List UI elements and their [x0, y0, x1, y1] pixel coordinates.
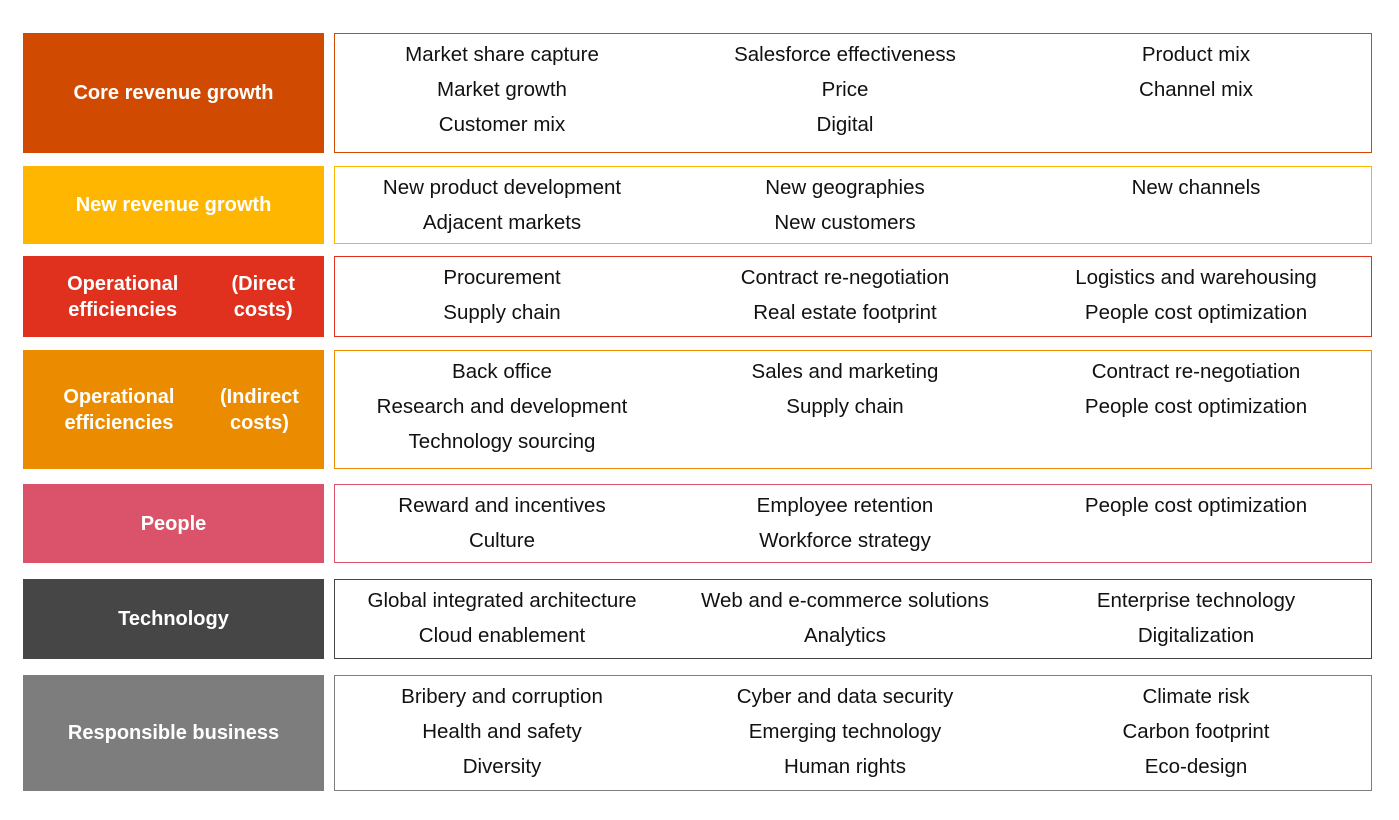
lever-row-operational-efficiencies-direct-costs: Operational efficiencies (Direct costs) Pr…: [23, 256, 1372, 337]
lever-item: New product development: [382, 176, 622, 199]
lever-item: Cloud enablement: [418, 624, 586, 647]
lever-item: Price: [821, 78, 869, 101]
lever-item: Diversity: [462, 755, 542, 778]
lever-item: Cyber and data security: [736, 685, 954, 708]
lever-column: New geographies New customers: [669, 167, 1021, 243]
lever-item: Contract re-negotiation: [740, 266, 950, 289]
category-label: Operational efficiencies (Indirect costs): [23, 350, 324, 469]
lever-item: Supply chain: [443, 301, 561, 324]
lever-item: Procurement: [443, 266, 561, 289]
lever-item: Channel mix: [1139, 78, 1253, 101]
lever-item: Customer mix: [438, 113, 566, 136]
lever-items-box: Reward and incentives Culture Employee ret…: [334, 484, 1372, 563]
lever-item: Carbon footprint: [1122, 720, 1270, 743]
lever-column: Climate risk Carbon footprint Eco-design: [1021, 676, 1371, 790]
lever-row-new-revenue-growth: New revenue growth New product developmen…: [23, 166, 1372, 244]
lever-item: Real estate footprint: [753, 301, 937, 324]
lever-item: Culture: [468, 529, 536, 552]
lever-column: New product development Adjacent markets: [335, 167, 669, 243]
lever-item: Digitalization: [1137, 624, 1255, 647]
lever-row-operational-efficiencies-indirect-costs: Operational efficiencies (Indirect costs)…: [23, 350, 1372, 469]
category-label-line: People: [140, 512, 207, 535]
lever-item: Emerging technology: [748, 720, 942, 743]
lever-items-box: Bribery and corruption Health and safety D…: [334, 675, 1372, 791]
lever-column: Product mix Channel mix: [1021, 34, 1371, 152]
lever-item: Workforce strategy: [759, 529, 931, 552]
category-label: Core revenue growth: [23, 33, 324, 153]
lever-column: Back office Research and development Techn…: [335, 351, 669, 468]
lever-item: Adjacent markets: [422, 211, 582, 234]
lever-item: Logistics and warehousing: [1075, 266, 1317, 289]
category-label: Operational efficiencies (Direct costs): [23, 256, 324, 337]
category-label-line: (Indirect costs): [219, 385, 299, 434]
category-label-line: New revenue growth: [75, 194, 272, 216]
lever-item: Contract re-negotiation: [1091, 360, 1301, 383]
lever-items-box: Procurement Supply chain Contract re-negot…: [334, 256, 1372, 337]
lever-column: Market share capture Market growth Custome…: [335, 34, 669, 152]
lever-items-box: Back office Research and development Techn…: [334, 350, 1372, 469]
category-label-line: Technology: [118, 608, 229, 630]
lever-column: Employee retention Workforce strategy: [669, 485, 1021, 562]
lever-item: New channels: [1131, 176, 1261, 199]
lever-item: New geographies: [765, 176, 925, 199]
lever-column: Sales and marketing Supply chain: [669, 351, 1021, 468]
lever-item: People cost optimization: [1084, 395, 1308, 418]
lever-items-box: New product development Adjacent markets N…: [334, 166, 1372, 244]
category-label-line: Core revenue growth: [73, 82, 274, 104]
lever-item: Market growth: [437, 78, 567, 101]
lever-item: Health and safety: [422, 720, 582, 743]
lever-column: Logistics and warehousing People cost opt…: [1021, 257, 1371, 336]
lever-column: Bribery and corruption Health and safety D…: [335, 676, 669, 790]
lever-column: Contract re-negotiation Real estate footp…: [669, 257, 1021, 336]
category-label: Responsible business: [23, 675, 324, 791]
lever-column: Global integrated architecture Cloud enab…: [335, 580, 669, 658]
lever-item: Bribery and corruption: [401, 685, 603, 708]
category-label-line: (Direct costs): [231, 272, 295, 321]
lever-item: Supply chain: [786, 395, 904, 418]
lever-item: Human rights: [784, 755, 906, 778]
lever-item: Product mix: [1141, 43, 1251, 66]
lever-column: People cost optimization: [1021, 485, 1371, 562]
lever-item: People cost optimization: [1084, 301, 1308, 324]
category-label-line: Operational efficiencies: [63, 385, 175, 434]
lever-column: Salesforce effectiveness Price Digital: [669, 34, 1021, 152]
lever-item: People cost optimization: [1084, 494, 1308, 517]
lever-column: New channels: [1021, 167, 1371, 243]
lever-row-people: People Reward and incentives Culture Employ…: [23, 484, 1372, 563]
lever-items-box: Global integrated architecture Cloud enab…: [334, 579, 1372, 659]
category-label: People: [23, 484, 324, 563]
lever-row-technology: Technology Global integrated architecture…: [23, 579, 1372, 659]
lever-item: Enterprise technology: [1096, 589, 1296, 612]
lever-item: Reward and incentives: [398, 494, 606, 517]
lever-item: Sales and marketing: [751, 360, 939, 383]
lever-item: Analytics: [803, 624, 887, 647]
lever-column: Cyber and data security Emerging technolo…: [669, 676, 1021, 790]
lever-item: Global integrated architecture: [367, 589, 637, 612]
lever-item: Salesforce effectiveness: [734, 43, 956, 66]
lever-row-core-revenue-growth: Core revenue growth Market share capture M…: [23, 33, 1372, 153]
category-label-line: Operational efficiencies: [67, 272, 179, 321]
lever-item: Web and e-commerce solutions: [701, 589, 989, 612]
lever-item: Research and development: [376, 395, 628, 418]
lever-item: Eco-design: [1144, 755, 1248, 778]
category-label-line: Responsible business: [67, 722, 280, 744]
lever-items-box: Market share capture Market growth Custome…: [334, 33, 1372, 153]
lever-item: Employee retention: [756, 494, 934, 517]
lever-column: Contract re-negotiation People cost optim…: [1021, 351, 1371, 468]
lever-item: Climate risk: [1142, 685, 1250, 708]
lever-row-responsible-business: Responsible business Bribery and corrupti…: [23, 675, 1372, 791]
lever-column: Procurement Supply chain: [335, 257, 669, 336]
lever-column: Reward and incentives Culture: [335, 485, 669, 562]
lever-item: Technology sourcing: [408, 430, 596, 453]
lever-item: Digital: [816, 113, 874, 136]
lever-item: Market share capture: [405, 43, 599, 66]
lever-item: New customers: [774, 211, 916, 234]
lever-column: Web and e-commerce solutions Analytics: [669, 580, 1021, 658]
lever-column: Enterprise technology Digitalization: [1021, 580, 1371, 658]
category-label: Technology: [23, 579, 324, 659]
category-label: New revenue growth: [23, 166, 324, 244]
lever-item: Back office: [452, 360, 552, 383]
